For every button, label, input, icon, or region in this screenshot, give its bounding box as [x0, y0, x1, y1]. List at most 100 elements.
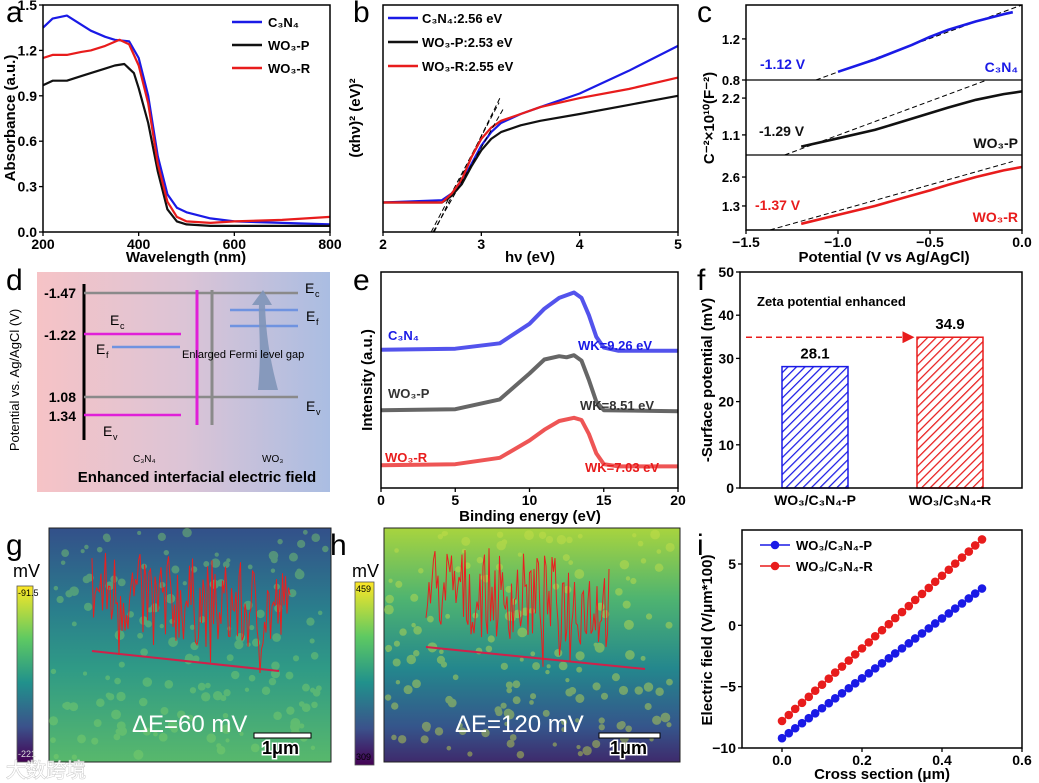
grain-dot — [311, 533, 321, 542]
grain-dot — [56, 595, 64, 604]
grain-dot — [118, 661, 125, 668]
panel-letter: f — [697, 264, 706, 297]
flatband-potential-label: -1.12 V — [760, 56, 806, 72]
grain-dot — [105, 692, 112, 699]
x-tick-label: 0.0 — [1012, 234, 1032, 250]
grain-dot — [437, 533, 444, 540]
wo3-ec-label-subscript: c — [315, 289, 320, 299]
grain-dot — [560, 718, 568, 726]
legend-label: C₃N₄ — [268, 15, 299, 30]
grain-dot — [317, 610, 323, 616]
y-tick-label: −10 — [712, 740, 736, 756]
y-tick-label: 30 — [718, 350, 734, 366]
grain-dot — [558, 661, 568, 671]
sample-label: WO₃-P — [973, 135, 1018, 151]
y-tick-label: 0.0 — [18, 224, 38, 240]
electric-field-point — [944, 565, 954, 575]
grain-dot — [566, 536, 573, 544]
grain-dot — [65, 590, 73, 598]
grain-dot — [60, 560, 66, 565]
grain-dot — [637, 540, 644, 547]
surface-potential-bar — [781, 365, 849, 489]
y-axis-label: C⁻²×10¹⁰(F⁻²) — [701, 72, 718, 164]
grain-dot — [496, 531, 504, 538]
electric-field-point — [877, 659, 887, 668]
x-tick-label: −1.5 — [732, 234, 760, 250]
grain-dot — [461, 548, 467, 554]
grain-dot — [655, 687, 664, 696]
potential-difference-label: ΔE=60 mV — [132, 711, 247, 738]
grain-dot — [506, 739, 515, 748]
grain-dot — [271, 661, 280, 670]
grain-dot — [632, 533, 637, 538]
grain-dot — [310, 687, 316, 693]
x-tick-label: 10 — [522, 492, 538, 508]
grain-dot — [225, 738, 230, 743]
grain-dot — [138, 697, 148, 707]
grain-dot — [96, 698, 105, 707]
c3n4-ef-label-subscript: f — [106, 350, 109, 360]
grain-dot — [413, 650, 420, 657]
wo3-ef-label-subscript: f — [316, 317, 319, 327]
grain-dot — [421, 721, 431, 731]
potential-line-profile — [425, 548, 610, 667]
electric-field-point — [817, 703, 827, 713]
electric-field-point — [857, 644, 867, 653]
grain-dot — [625, 725, 632, 733]
grain-dot — [268, 550, 279, 561]
y-tick-label: 5 — [728, 556, 736, 572]
grain-dot — [650, 529, 660, 540]
electric-field-point — [977, 535, 987, 544]
grain-dot — [530, 693, 537, 700]
grain-dot — [625, 650, 635, 660]
grain-dot — [423, 724, 431, 732]
electric-field-point — [924, 583, 934, 593]
grain-dot — [563, 585, 572, 594]
grain-dot — [298, 701, 305, 707]
grain-dot — [545, 669, 550, 675]
electric-field-point — [850, 650, 860, 659]
colorbar-max-label: 459 — [356, 584, 371, 594]
y-tick-label: 2.2 — [722, 91, 740, 106]
c3n4-ec-label: E — [110, 312, 119, 328]
potential-level-label: -1.22 — [44, 327, 76, 343]
grain-dot — [505, 681, 513, 689]
grain-dot — [142, 677, 153, 687]
x-tick-label: 0.0 — [772, 752, 792, 768]
grain-dot — [91, 737, 99, 745]
grain-dot — [598, 724, 605, 731]
electric-field-point — [857, 674, 867, 683]
mott-schottky-line-2 — [800, 165, 1023, 226]
legend-label: C₃N₄:2.56 eV — [422, 11, 502, 26]
electric-field-point — [904, 601, 914, 611]
electric-field-point — [844, 656, 854, 665]
grain-dot — [62, 702, 69, 709]
x-category-label: WO₃/C₃N₄-P — [774, 492, 856, 508]
grain-dot — [299, 723, 305, 729]
legend-label: WO₃-R:2.55 eV — [422, 59, 514, 74]
c3n4-ec-label-subscript: c — [120, 321, 125, 331]
grain-dot — [198, 615, 206, 623]
grain-dot — [184, 653, 194, 663]
kpfm-texture — [384, 529, 675, 759]
electric-field-point — [944, 609, 954, 618]
grain-dot — [272, 633, 281, 642]
kpfm-spectrum-line-0 — [380, 290, 678, 353]
colorbar-min-label: -221 — [18, 749, 36, 759]
grain-dot — [504, 721, 509, 726]
grain-dot — [568, 560, 574, 565]
sample-label: C₃N₄ — [985, 59, 1018, 75]
grain-dot — [137, 530, 142, 535]
grain-dot — [554, 648, 563, 658]
grain-dot — [310, 652, 319, 660]
electric-field-point — [797, 698, 807, 708]
electric-field-point — [777, 716, 787, 726]
electric-field-point — [870, 664, 880, 673]
grain-dot — [306, 617, 315, 626]
grain-dot — [517, 552, 523, 557]
electric-field-point — [930, 619, 940, 628]
grain-dot — [77, 734, 86, 744]
grain-dot — [487, 635, 495, 643]
grain-dot — [270, 556, 278, 564]
grain-dot — [165, 593, 176, 604]
